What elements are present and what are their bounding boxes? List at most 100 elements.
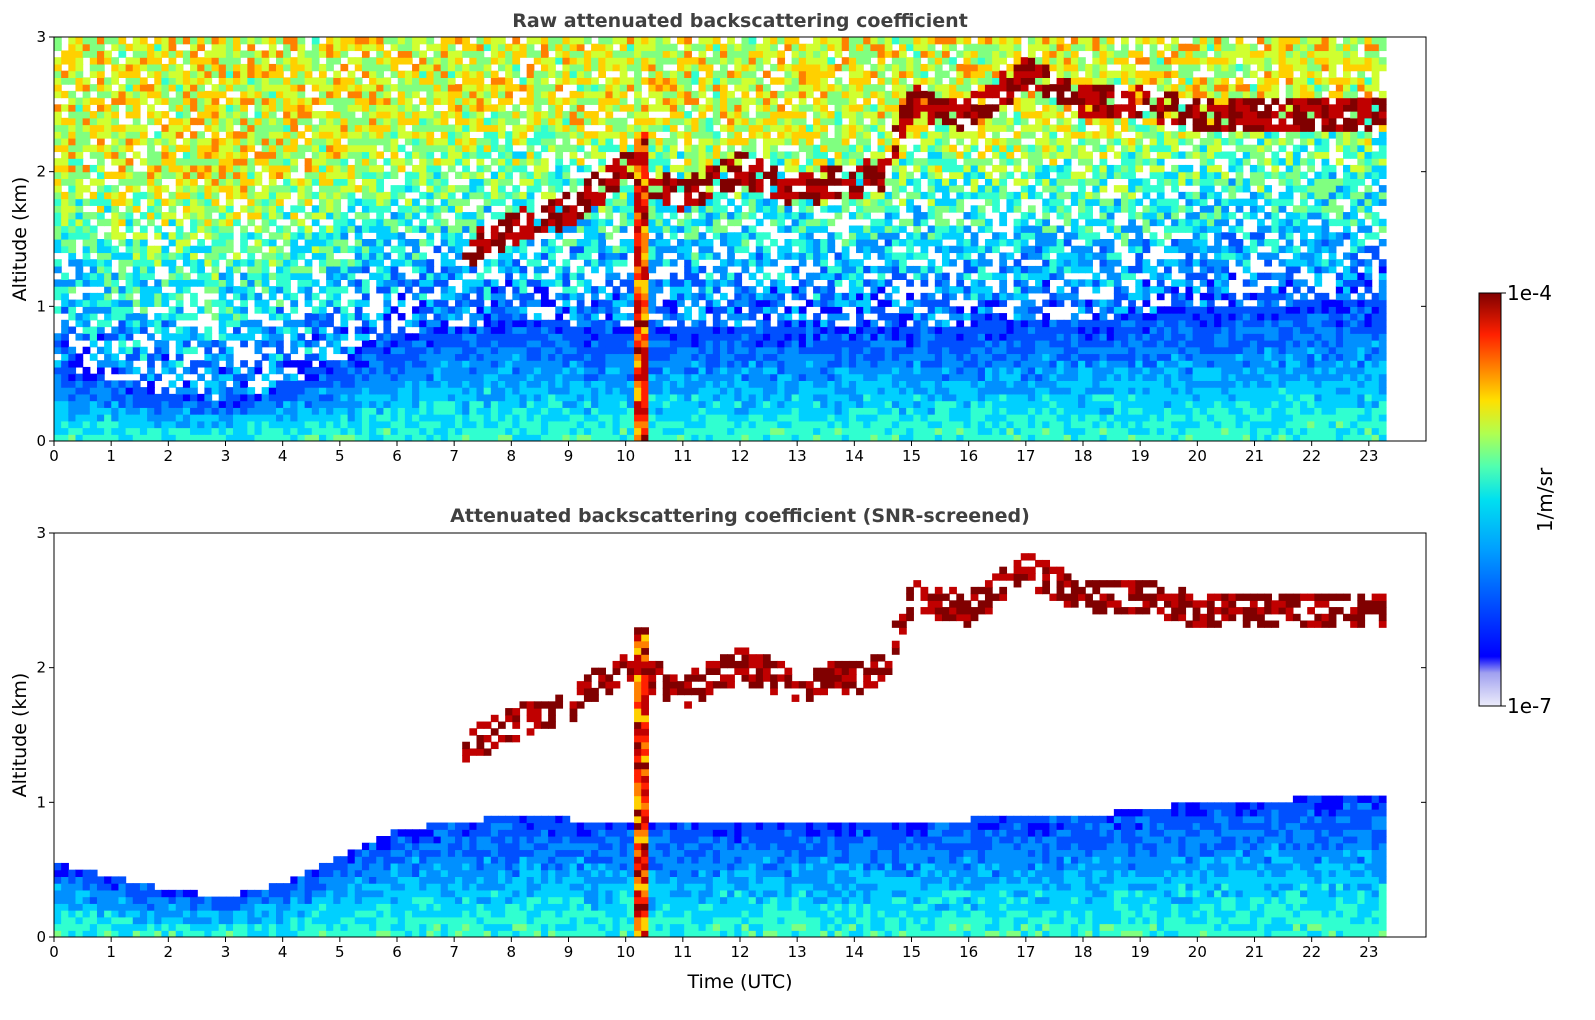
heatmap-cell [412, 37, 420, 45]
heatmap-cell [741, 299, 750, 307]
heatmap-cell [440, 205, 449, 213]
heatmap-cell [261, 393, 270, 402]
heatmap-cell [662, 393, 671, 402]
heatmap-cell [125, 205, 134, 213]
heatmap-cell [433, 427, 442, 435]
heatmap-cell [540, 158, 549, 166]
heatmap-cell [619, 346, 628, 355]
heatmap-cell [641, 259, 649, 267]
heatmap-cell [311, 164, 320, 173]
heatmap-cell [612, 286, 621, 294]
heatmap-cell [197, 104, 205, 112]
heatmap-cell [369, 366, 377, 375]
heatmap-cell [390, 191, 399, 200]
heatmap-cell [125, 380, 134, 388]
heatmap-cell [734, 104, 743, 112]
heatmap-cell [125, 306, 134, 314]
heatmap-cell [677, 252, 685, 260]
heatmap-cell [311, 97, 320, 105]
heatmap-cell [154, 97, 163, 105]
heatmap-cell [75, 225, 84, 233]
heatmap-cell [462, 400, 470, 408]
heatmap-cell [698, 340, 707, 348]
heatmap-cell [369, 164, 377, 173]
heatmap-cell [598, 63, 607, 72]
heatmap-cell [748, 427, 757, 435]
heatmap-cell [333, 380, 342, 388]
heatmap-cell [225, 279, 234, 287]
heatmap-cell [190, 212, 198, 220]
heatmap-cell [261, 333, 270, 341]
heatmap-cell [347, 191, 356, 200]
heatmap-cell [354, 90, 363, 99]
heatmap-cell [304, 340, 313, 348]
heatmap-cell [361, 57, 370, 65]
heatmap-cell [154, 427, 163, 435]
heatmap-cell [111, 360, 120, 368]
heatmap-cell [318, 420, 327, 429]
heatmap-cell [677, 171, 685, 179]
heatmap-cell [225, 387, 234, 395]
heatmap-cell [233, 151, 241, 159]
heatmap-cell [340, 117, 349, 126]
heatmap-cell [569, 77, 578, 85]
heatmap-cell [712, 306, 721, 314]
heatmap-cell [519, 380, 528, 388]
heatmap-cell [333, 151, 342, 159]
heatmap-cell [712, 265, 721, 274]
heatmap-cell [190, 151, 198, 159]
heatmap-cell [440, 239, 449, 247]
heatmap-cell [147, 286, 155, 294]
heatmap-cell [505, 178, 513, 186]
heatmap-cell [419, 131, 427, 139]
heatmap-cell [276, 70, 284, 78]
heatmap-cell [691, 178, 700, 186]
heatmap-cell [376, 111, 385, 119]
heatmap-cell [762, 306, 771, 314]
heatmap-cell [662, 434, 671, 441]
heatmap-cell [247, 178, 256, 186]
heatmap-cell [419, 393, 427, 402]
heatmap-cell [497, 292, 506, 301]
heatmap-cell [576, 245, 585, 254]
heatmap-cell [483, 97, 492, 105]
heatmap-cell [383, 144, 392, 153]
heatmap-cell [483, 191, 492, 200]
heatmap-cell [225, 70, 234, 78]
heatmap-cell [333, 111, 342, 119]
heatmap-cell [311, 158, 320, 166]
heatmap-cell [512, 218, 521, 227]
heatmap-cell [562, 387, 571, 395]
heatmap-cell [426, 84, 435, 92]
heatmap-cell [125, 427, 134, 435]
heatmap-cell [333, 326, 342, 334]
heatmap-cell [347, 414, 356, 422]
heatmap-cell [698, 124, 707, 132]
heatmap-cell [440, 77, 449, 85]
heatmap-cell [698, 57, 707, 65]
heatmap-cell [540, 225, 549, 233]
heatmap-cell [540, 205, 549, 213]
heatmap-cell [254, 178, 263, 186]
heatmap-cell [419, 77, 427, 85]
heatmap-cell [240, 77, 248, 85]
heatmap-cell [505, 407, 513, 415]
heatmap-cell [297, 144, 306, 153]
heatmap-cell [548, 57, 556, 65]
heatmap-cell [447, 131, 456, 139]
heatmap-cell [727, 299, 735, 307]
heatmap-cell [712, 164, 721, 173]
heatmap-cell [698, 306, 707, 314]
heatmap-cell [691, 70, 700, 78]
heatmap-cell [655, 333, 664, 341]
heatmap-cell [104, 346, 112, 355]
heatmap-cell [61, 191, 69, 200]
heatmap-cell [605, 178, 614, 186]
heatmap-cell [104, 57, 112, 65]
heatmap-cell [641, 420, 649, 429]
heatmap-cell [476, 434, 485, 441]
heatmap-cell [684, 50, 692, 58]
heatmap-cell [505, 366, 513, 375]
heatmap-cell [698, 313, 707, 321]
heatmap-cell [662, 178, 671, 186]
